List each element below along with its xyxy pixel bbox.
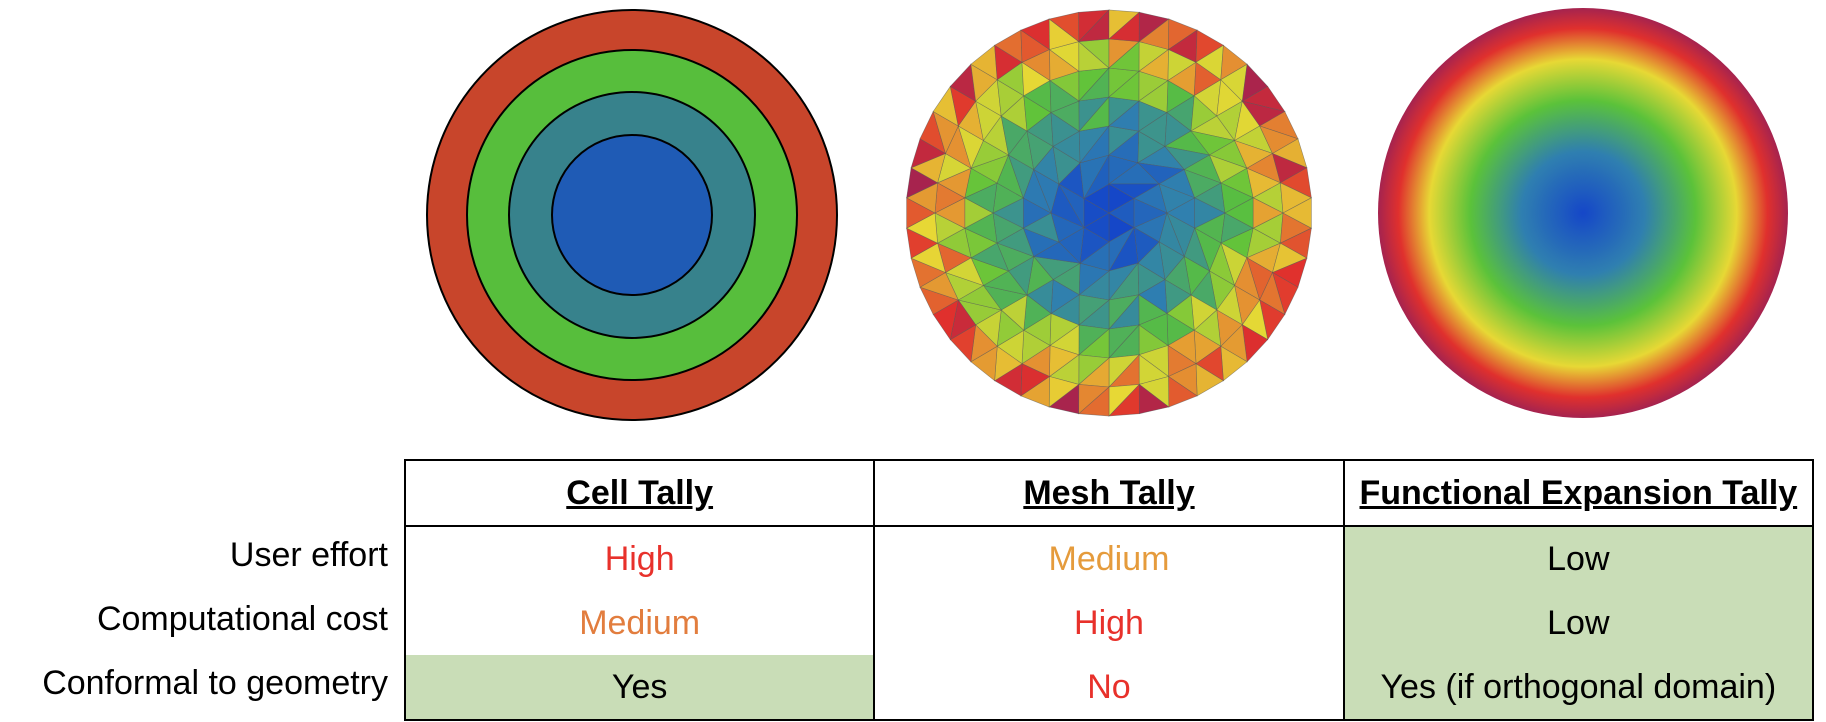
- table-cell: High: [873, 591, 1345, 655]
- header-cell-tally: Cell Tally: [403, 459, 876, 527]
- functional-expansion-figure: [1378, 8, 1788, 418]
- mesh-element: [1133, 198, 1168, 228]
- cell-tally-figure: [426, 9, 838, 421]
- table-cell: Low: [1342, 526, 1815, 591]
- mesh-tally-figure: [905, 9, 1313, 417]
- row-labels: User effort Computational cost Conformal…: [0, 523, 388, 715]
- table-row: Medium High Low: [403, 591, 1815, 655]
- table-cell: Yes (if orthogonal domain): [1342, 655, 1815, 721]
- tally-figures: [426, 8, 1788, 421]
- table-cell: High: [403, 526, 876, 591]
- table-row: High Medium Low: [403, 526, 1815, 591]
- table-cell: No: [873, 655, 1345, 721]
- cell-ring: [551, 134, 713, 296]
- table-cell: Yes: [403, 655, 876, 721]
- header-mesh-tally: Mesh Tally: [873, 459, 1345, 527]
- header-row: Cell Tally Mesh Tally Functional Expansi…: [403, 459, 1815, 527]
- row-label-computational-cost: Computational cost: [96, 600, 388, 638]
- row-label-conformal: Conformal to geometry: [42, 664, 388, 702]
- fet-disc: [1378, 8, 1788, 418]
- table-row: Yes No Yes (if orthogonal domain): [403, 655, 1815, 721]
- header-fet-tally: Functional Expansion Tally: [1342, 459, 1815, 527]
- table-cell: Medium: [873, 526, 1345, 591]
- table-cell: Medium: [403, 591, 876, 655]
- row-label-user-effort: User effort: [229, 536, 388, 574]
- mesh-element: [1252, 197, 1284, 229]
- mesh-element: [1194, 197, 1226, 229]
- table-cell: Low: [1342, 591, 1815, 655]
- mesh-element: [1282, 197, 1312, 229]
- comparison-table: Cell Tally Mesh Tally Functional Expansi…: [403, 459, 1815, 721]
